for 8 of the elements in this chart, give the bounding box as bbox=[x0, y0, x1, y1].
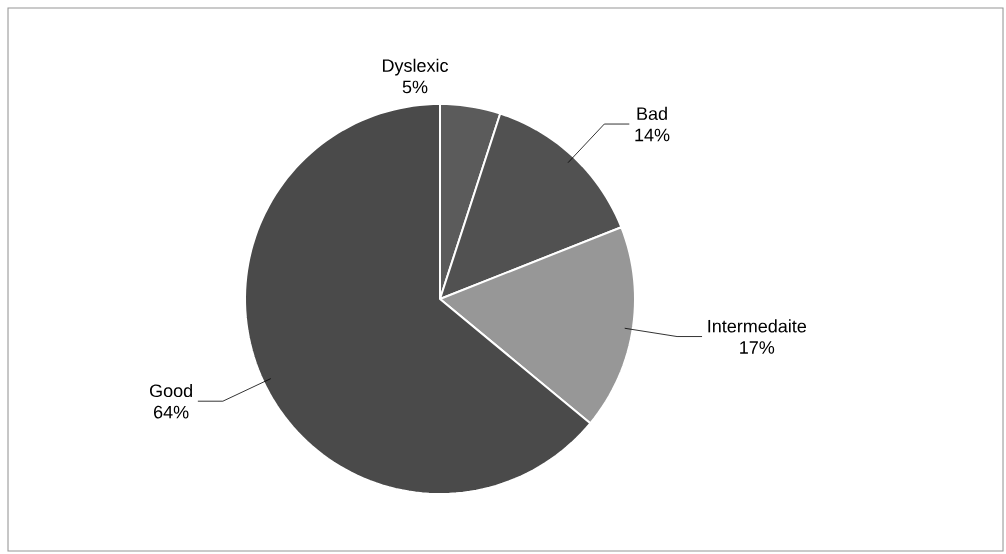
data-label: 5% bbox=[402, 80, 428, 94]
slice-label: Good bbox=[150, 383, 192, 398]
slice-label: Dyslexic bbox=[382, 58, 449, 76]
slice-label: Bad bbox=[637, 106, 667, 121]
slice-label: Intermedaite bbox=[708, 319, 807, 333]
data-label: 14% bbox=[635, 128, 670, 142]
data-label: 64% bbox=[154, 405, 189, 419]
data-label: 17% bbox=[740, 341, 775, 354]
